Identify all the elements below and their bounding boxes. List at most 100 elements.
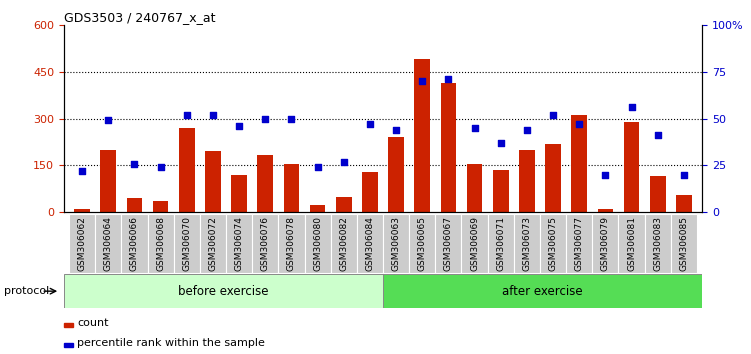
FancyBboxPatch shape — [593, 214, 619, 273]
Text: GSM306069: GSM306069 — [470, 216, 479, 271]
Point — [259, 116, 271, 121]
Point — [155, 165, 167, 170]
Bar — [127, 198, 143, 212]
Bar — [258, 155, 273, 212]
Bar — [650, 176, 665, 212]
Point — [233, 123, 245, 129]
Text: GSM306065: GSM306065 — [418, 216, 427, 271]
Point — [338, 159, 350, 165]
Bar — [64, 343, 74, 347]
Text: GSM306062: GSM306062 — [77, 216, 86, 271]
Text: GSM306064: GSM306064 — [104, 216, 113, 271]
Text: GSM306074: GSM306074 — [234, 216, 243, 271]
Point — [626, 104, 638, 110]
FancyBboxPatch shape — [226, 214, 252, 273]
Point — [547, 112, 559, 118]
Bar — [545, 144, 561, 212]
Text: GSM306071: GSM306071 — [496, 216, 505, 271]
FancyBboxPatch shape — [383, 214, 409, 273]
Text: GSM306076: GSM306076 — [261, 216, 270, 271]
Point — [207, 112, 219, 118]
FancyBboxPatch shape — [173, 214, 200, 273]
Bar — [64, 274, 383, 308]
Text: GSM306075: GSM306075 — [548, 216, 557, 271]
Point — [416, 78, 428, 84]
Point — [599, 172, 611, 178]
Text: count: count — [77, 318, 108, 328]
FancyBboxPatch shape — [330, 214, 357, 273]
Text: GSM306063: GSM306063 — [391, 216, 400, 271]
Text: GSM306066: GSM306066 — [130, 216, 139, 271]
Text: GSM306077: GSM306077 — [575, 216, 584, 271]
Point — [469, 125, 481, 131]
Point — [495, 140, 507, 146]
Bar — [362, 172, 378, 212]
Text: GSM306072: GSM306072 — [209, 216, 218, 271]
Point — [102, 118, 114, 123]
FancyBboxPatch shape — [95, 214, 122, 273]
Bar — [152, 201, 168, 212]
Bar — [676, 195, 692, 212]
Bar — [74, 209, 90, 212]
FancyBboxPatch shape — [436, 214, 462, 273]
Bar — [466, 164, 482, 212]
Text: GSM306078: GSM306078 — [287, 216, 296, 271]
Bar — [383, 274, 702, 308]
FancyBboxPatch shape — [122, 214, 147, 273]
FancyBboxPatch shape — [69, 214, 95, 273]
FancyBboxPatch shape — [252, 214, 279, 273]
FancyBboxPatch shape — [200, 214, 226, 273]
Text: GSM306082: GSM306082 — [339, 216, 348, 271]
Text: protocol: protocol — [4, 286, 49, 296]
Bar — [309, 205, 325, 212]
Text: GSM306080: GSM306080 — [313, 216, 322, 271]
FancyBboxPatch shape — [357, 214, 383, 273]
Bar — [598, 209, 614, 212]
Point — [364, 121, 376, 127]
Text: GSM306079: GSM306079 — [601, 216, 610, 271]
Text: GSM306067: GSM306067 — [444, 216, 453, 271]
Point — [128, 161, 140, 166]
Point — [652, 133, 664, 138]
Bar — [336, 197, 351, 212]
Bar — [179, 128, 195, 212]
Point — [521, 127, 533, 133]
Text: GDS3503 / 240767_x_at: GDS3503 / 240767_x_at — [64, 11, 216, 24]
Point — [76, 168, 88, 174]
FancyBboxPatch shape — [409, 214, 436, 273]
FancyBboxPatch shape — [619, 214, 644, 273]
Point — [678, 172, 690, 178]
FancyBboxPatch shape — [540, 214, 566, 273]
FancyBboxPatch shape — [462, 214, 487, 273]
Text: GSM306073: GSM306073 — [523, 216, 532, 271]
Bar — [388, 137, 404, 212]
FancyBboxPatch shape — [487, 214, 514, 273]
Bar — [572, 115, 587, 212]
Point — [573, 121, 585, 127]
Point — [181, 112, 193, 118]
Point — [285, 116, 297, 121]
Text: GSM306070: GSM306070 — [182, 216, 192, 271]
Bar — [415, 59, 430, 212]
Bar — [64, 323, 74, 327]
Text: GSM306081: GSM306081 — [627, 216, 636, 271]
Bar — [493, 170, 508, 212]
Bar — [519, 150, 535, 212]
Bar — [623, 122, 639, 212]
Bar — [101, 150, 116, 212]
Text: before exercise: before exercise — [178, 285, 269, 298]
Bar — [284, 164, 300, 212]
Point — [442, 76, 454, 82]
Text: GSM306068: GSM306068 — [156, 216, 165, 271]
Bar — [231, 175, 247, 212]
Point — [312, 165, 324, 170]
Point — [390, 127, 402, 133]
Text: GSM306085: GSM306085 — [680, 216, 689, 271]
FancyBboxPatch shape — [671, 214, 697, 273]
Text: GSM306083: GSM306083 — [653, 216, 662, 271]
Bar — [205, 152, 221, 212]
FancyBboxPatch shape — [514, 214, 540, 273]
Bar — [441, 82, 457, 212]
FancyBboxPatch shape — [644, 214, 671, 273]
FancyBboxPatch shape — [147, 214, 173, 273]
